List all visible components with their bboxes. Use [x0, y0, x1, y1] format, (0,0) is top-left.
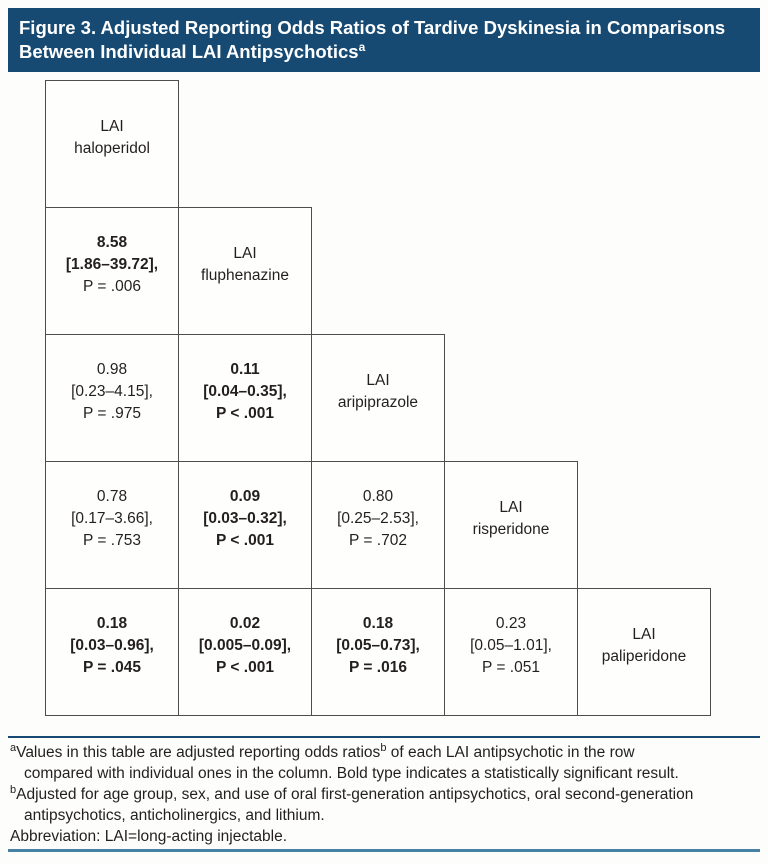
or-value: 0.11 [230, 361, 260, 378]
or-cell-paliperidone-vs-risperidone: 0.23 [0.05–1.01], P = .051 [444, 588, 578, 716]
drug-cell-risperidone: LAI risperidone [444, 461, 578, 589]
footnote-a-marker: a [10, 741, 17, 754]
odds-ratio-matrix: LAI haloperidol 8.58 [1.86–39.72], P = .… [45, 80, 711, 716]
or-value: 0.18 [96, 615, 128, 632]
drug-cell-paliperidone: LAI paliperidone [577, 588, 711, 716]
footnote-rule-top [8, 736, 760, 738]
or-ci: [0.03–0.32], [203, 510, 287, 527]
or-p-value: P < .001 [216, 405, 274, 422]
footnote-b-reference-marker: b [380, 741, 387, 754]
figure-title-line2: Between Individual LAI Antipsychoticsa [19, 40, 749, 64]
footnote-b-line2: antipsychotics, anticholinergics, and li… [24, 807, 325, 824]
figure-title-line1: Figure 3. Adjusted Reporting Odds Ratios… [19, 17, 726, 38]
or-cell-risperidone-vs-haloperidol: 0.78 [0.17–3.66], P = .753 [45, 461, 179, 589]
or-cell-risperidone-vs-aripiprazole: 0.80 [0.25–2.53], P = .702 [311, 461, 445, 589]
or-ci: [0.23–4.15], [71, 383, 153, 400]
or-ci: [0.17–3.66], [71, 510, 153, 527]
or-ci: [0.05–1.01], [470, 637, 552, 654]
title-footnote-marker: a [358, 39, 366, 54]
or-p-value: P < .001 [216, 532, 274, 549]
drug-label-prefix: LAI [366, 372, 390, 389]
drug-cell-haloperidol: LAI haloperidol [45, 80, 179, 208]
footnotes: aValues in this table are adjusted repor… [10, 742, 762, 847]
or-cell-aripiprazole-vs-haloperidol: 0.98 [0.23–4.15], P = .975 [45, 334, 179, 462]
footnote-b-text: Adjusted for age group, sex, and use of … [16, 786, 694, 803]
drug-label-name: paliperidone [601, 648, 687, 665]
or-ci: [0.25–2.53], [337, 510, 419, 527]
footnote-b-marker: b [10, 783, 17, 796]
or-value: 0.02 [229, 615, 261, 632]
drug-label-name: haloperidol [74, 140, 150, 157]
drug-label-prefix: LAI [100, 118, 124, 135]
or-ci: [0.03–0.96], [70, 637, 154, 654]
or-value: 8.58 [96, 234, 128, 251]
or-value: 0.78 [96, 488, 128, 505]
or-p-value: P = .006 [83, 278, 141, 295]
or-ci: [0.005–0.09], [198, 637, 292, 654]
matrix-row-paliperidone: 0.18 [0.03–0.96], P = .045 0.02 [0.005–0… [45, 588, 711, 716]
footnote-a-text-post: of each LAI antipsychotic in the row [386, 744, 635, 761]
or-p-value: P < .001 [216, 659, 274, 676]
figure-title-line2-text: Between Individual LAI Antipsychotics [19, 41, 359, 62]
drug-label-prefix: LAI [499, 499, 523, 516]
drug-label-prefix: LAI [632, 626, 656, 643]
or-value: 0.09 [229, 488, 261, 505]
matrix-row-aripiprazole: 0.98 [0.23–4.15], P = .975 0.11 [0.04–0.… [45, 334, 711, 462]
footnote-a-line2: compared with individual ones in the col… [24, 765, 679, 782]
or-value: 0.18 [362, 615, 394, 632]
footnote-a-line1: aValues in this table are adjusted repor… [10, 742, 762, 763]
matrix-row-risperidone: 0.78 [0.17–3.66], P = .753 0.09 [0.03–0.… [45, 461, 711, 589]
or-cell-paliperidone-vs-haloperidol: 0.18 [0.03–0.96], P = .045 [45, 588, 179, 716]
or-cell-risperidone-vs-fluphenazine: 0.09 [0.03–0.32], P < .001 [178, 461, 312, 589]
drug-label-name: risperidone [472, 521, 550, 538]
or-cell-paliperidone-vs-aripiprazole: 0.18 [0.05–0.73], P = .016 [311, 588, 445, 716]
or-p-value: P = .016 [349, 659, 407, 676]
or-ci: [1.86–39.72], [65, 256, 159, 273]
or-value: 0.23 [495, 615, 527, 632]
figure-title-bar: Figure 3. Adjusted Reporting Odds Ratios… [8, 8, 760, 72]
matrix-row-fluphenazine: 8.58 [1.86–39.72], P = .006 LAI fluphena… [45, 207, 711, 335]
drug-label-prefix: LAI [233, 245, 257, 262]
or-p-value: P = .753 [83, 532, 141, 549]
footnote-a-text-pre: Values in this table are adjusted report… [16, 744, 381, 761]
matrix-row-haloperidol: LAI haloperidol [45, 80, 711, 208]
or-p-value: P = .045 [83, 659, 141, 676]
or-p-value: P = .975 [83, 405, 141, 422]
or-ci: [0.05–0.73], [336, 637, 420, 654]
abbreviation-note: Abbreviation: LAI=long-acting injectable… [10, 828, 288, 845]
drug-cell-aripiprazole: LAI aripiprazole [311, 334, 445, 462]
or-cell-aripiprazole-vs-fluphenazine: 0.11 [0.04–0.35], P < .001 [178, 334, 312, 462]
or-p-value: P = .051 [482, 659, 540, 676]
or-cell-fluphenazine-vs-haloperidol: 8.58 [1.86–39.72], P = .006 [45, 207, 179, 335]
or-cell-paliperidone-vs-fluphenazine: 0.02 [0.005–0.09], P < .001 [178, 588, 312, 716]
footnote-b-line1: bAdjusted for age group, sex, and use of… [10, 784, 762, 805]
or-ci: [0.04–0.35], [203, 383, 287, 400]
footnote-rule-bottom [8, 849, 760, 852]
drug-label-name: aripiprazole [337, 394, 419, 411]
drug-label-name: fluphenazine [201, 267, 289, 284]
or-value: 0.98 [96, 361, 128, 378]
or-p-value: P = .702 [349, 532, 407, 549]
or-value: 0.80 [362, 488, 394, 505]
drug-cell-fluphenazine: LAI fluphenazine [178, 207, 312, 335]
